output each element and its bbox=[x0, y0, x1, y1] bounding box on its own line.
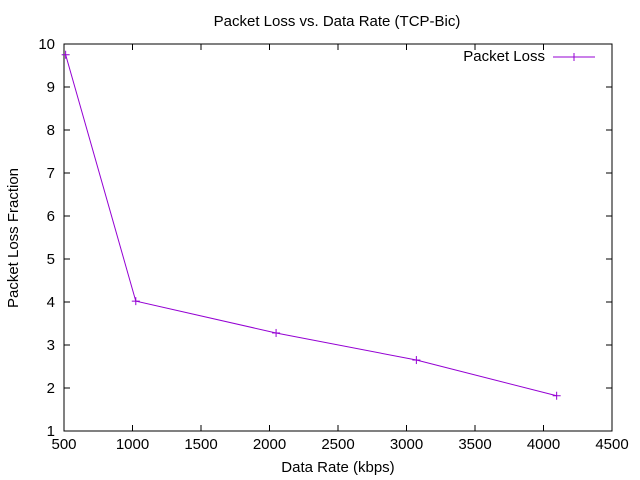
data-point bbox=[552, 391, 561, 400]
legend: Packet Loss bbox=[463, 48, 595, 65]
y-tick-label: 5 bbox=[47, 251, 55, 268]
y-tick-label: 1 bbox=[47, 423, 55, 440]
x-tick-label: 4000 bbox=[527, 436, 560, 453]
y-tick-label: 4 bbox=[47, 294, 55, 311]
y-tick-label: 6 bbox=[47, 208, 55, 225]
x-tick-label: 2500 bbox=[321, 436, 354, 453]
plot-frame bbox=[63, 43, 613, 432]
x-tick-label: 1500 bbox=[184, 436, 217, 453]
y-tick-label: 3 bbox=[47, 337, 55, 354]
y-tick-label: 7 bbox=[47, 165, 55, 182]
plot-series bbox=[61, 50, 561, 400]
x-tick-label: 2000 bbox=[253, 436, 286, 453]
y-axis-label: Packet Loss Fraction bbox=[5, 168, 22, 308]
x-axis-label: Data Rate (kbps) bbox=[281, 459, 394, 476]
data-point bbox=[131, 297, 140, 306]
data-point bbox=[412, 356, 421, 365]
x-tick-label: 4500 bbox=[595, 436, 628, 453]
y-tick-label: 10 bbox=[38, 36, 55, 53]
chart-title: Packet Loss vs. Data Rate (TCP-Bic) bbox=[214, 13, 461, 30]
x-tick-label: 1000 bbox=[116, 436, 149, 453]
data-point bbox=[570, 53, 578, 61]
data-point bbox=[61, 50, 70, 59]
x-tick-label: 500 bbox=[51, 436, 76, 453]
y-axis: 1 2 3 4 5 6 7 8 9 10 bbox=[38, 36, 612, 440]
x-tick-label: 3500 bbox=[458, 436, 491, 453]
x-axis: 500 1000 1500 2000 2500 3000 3500 4000 4500 bbox=[51, 44, 629, 453]
y-tick-label: 9 bbox=[47, 79, 55, 96]
y-tick-label: 8 bbox=[47, 122, 55, 139]
data-point bbox=[272, 328, 281, 337]
series-line bbox=[65, 54, 557, 397]
legend-label: Packet Loss bbox=[463, 48, 545, 65]
x-tick-label: 3000 bbox=[390, 436, 423, 453]
legend-marker bbox=[570, 53, 578, 61]
y-tick-label: 2 bbox=[47, 380, 55, 397]
